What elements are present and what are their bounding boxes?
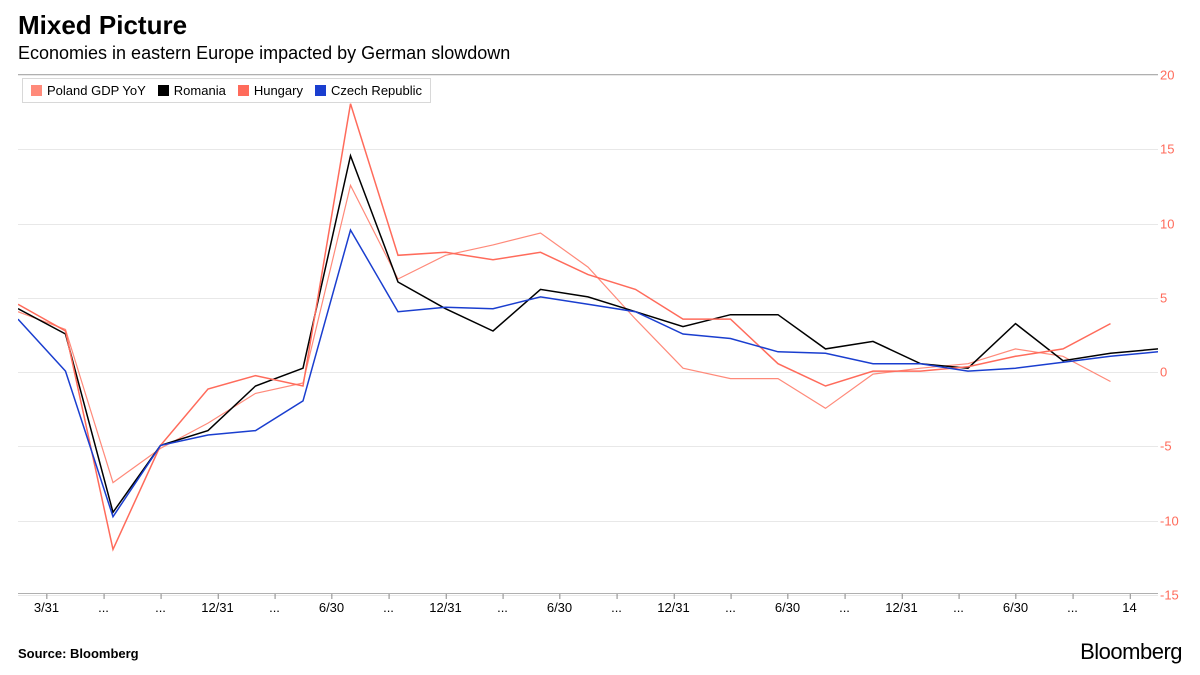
xtick-label: ... <box>1067 600 1078 615</box>
legend-label: Poland GDP YoY <box>47 83 146 98</box>
xtick-label: 12/31 <box>201 600 234 615</box>
ytick-label: 5 <box>1160 290 1188 305</box>
gridline <box>18 595 1158 596</box>
xtick-label: ... <box>611 600 622 615</box>
series-line <box>18 156 1158 513</box>
legend-label: Czech Republic <box>331 83 422 98</box>
legend-item: Hungary <box>238 83 303 98</box>
xtick-label: 6/30 <box>319 600 344 615</box>
chart-subtitle: Economies in eastern Europe impacted by … <box>0 41 1200 64</box>
xtick-label: 6/30 <box>547 600 572 615</box>
legend-item: Romania <box>158 83 226 98</box>
xtick-label: 3/31 <box>34 600 59 615</box>
legend-swatch <box>31 85 42 96</box>
ytick-label: 20 <box>1160 68 1188 83</box>
ytick-label: 10 <box>1160 216 1188 231</box>
xtick-label: ... <box>383 600 394 615</box>
legend-label: Hungary <box>254 83 303 98</box>
xtick-label: 14 <box>1122 600 1136 615</box>
line-chart-svg <box>18 74 1158 594</box>
source-attribution: Source: Bloomberg <box>18 646 139 661</box>
ytick-label: -15 <box>1160 588 1188 603</box>
legend-label: Romania <box>174 83 226 98</box>
xtick-label: ... <box>98 600 109 615</box>
xtick-label: ... <box>839 600 850 615</box>
brand-logo: Bloomberg <box>1080 639 1182 665</box>
ytick-label: -5 <box>1160 439 1188 454</box>
xtick-label: 6/30 <box>1003 600 1028 615</box>
xtick-label: 6/30 <box>775 600 800 615</box>
xtick-label: 12/31 <box>885 600 918 615</box>
legend: Poland GDP YoY Romania Hungary Czech Republ… <box>22 78 431 103</box>
legend-swatch <box>158 85 169 96</box>
legend-item: Czech Republic <box>315 83 422 98</box>
legend-swatch <box>315 85 326 96</box>
legend-swatch <box>238 85 249 96</box>
xtick-label: ... <box>725 600 736 615</box>
series-line <box>18 104 1111 550</box>
xtick-label: ... <box>497 600 508 615</box>
ytick-label: 15 <box>1160 142 1188 157</box>
chart-title: Mixed Picture <box>0 0 1200 41</box>
legend-item: Poland GDP YoY <box>31 83 146 98</box>
xtick-label: 12/31 <box>657 600 690 615</box>
xtick-label: ... <box>155 600 166 615</box>
ytick-label: -10 <box>1160 513 1188 528</box>
xtick-label: ... <box>953 600 964 615</box>
xtick-label: ... <box>269 600 280 615</box>
xtick-label: 12/31 <box>429 600 462 615</box>
series-line <box>18 230 1158 517</box>
chart-container: -15-10-5051015203/31......12/31...6/30..… <box>18 74 1158 594</box>
ytick-label: 0 <box>1160 365 1188 380</box>
